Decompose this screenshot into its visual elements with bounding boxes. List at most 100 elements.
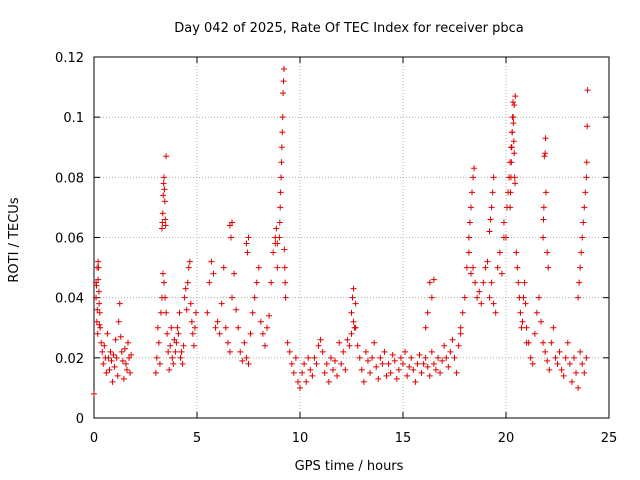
data-point [348,330,355,337]
data-point [465,249,472,256]
data-point [562,354,569,361]
data-point [430,360,437,367]
data-point [383,372,390,379]
data-point [282,294,289,301]
data-point [278,144,285,151]
x-tick-label: 0 [90,431,98,446]
data-point [445,363,452,370]
data-point [315,342,322,349]
data-point [191,324,198,331]
data-point [467,270,474,277]
data-point [294,378,301,385]
data-point [303,378,310,385]
data-point [439,357,446,364]
data-point [226,348,233,355]
data-point [243,240,250,247]
data-point [126,354,133,361]
data-point [243,354,250,361]
data-point [342,366,349,373]
data-point [391,357,398,364]
data-point [97,324,104,331]
data-point [192,309,199,316]
data-point [461,294,468,301]
data-point [351,324,358,331]
data-point [245,234,252,241]
data-point [299,369,306,376]
data-point [281,246,288,253]
data-point [406,363,413,370]
data-point [241,339,248,346]
data-point [515,279,522,286]
data-point [98,339,105,346]
data-point [161,198,168,205]
data-point [579,360,586,367]
data-point [381,348,388,355]
data-point [188,318,195,325]
data-point [105,354,112,361]
data-point [229,219,236,226]
data-point [182,285,189,292]
axis-ticks: 0 5 10 15 20 25 0 0.02 0.04 0.06 0.08 0.1 0.12 [55,51,617,446]
data-point [550,324,557,331]
data-point [350,285,357,292]
data-point [313,360,320,367]
data-point [244,249,251,256]
data-point [428,348,435,355]
data-point [96,300,103,307]
data-point [540,234,547,241]
data-point [535,294,542,301]
data-point [159,210,166,217]
data-point [113,354,120,361]
y-tick-label: 0.06 [55,232,84,247]
data-point [167,342,174,349]
data-point [210,270,217,277]
x-tick-label: 20 [498,431,515,446]
data-point [542,189,549,196]
data-point [99,348,106,355]
data-point [309,372,316,379]
data-point [170,360,177,367]
data-point [397,354,404,361]
data-point [508,159,515,166]
data-point [224,339,231,346]
data-point [101,342,108,349]
data-point [106,366,113,373]
data-point [395,366,402,373]
data-point [558,366,565,373]
data-point [424,363,431,370]
data-point [190,342,197,349]
data-point [498,270,505,277]
data-point [166,366,173,373]
y-tick-label: 0.1 [63,111,84,126]
data-point [220,264,227,271]
data-point [566,360,573,367]
data-point [183,306,190,313]
data-point [548,339,555,346]
data-point [443,354,450,361]
data-point [527,354,534,361]
data-point [521,279,528,286]
data-point [430,276,437,283]
data-point [570,354,577,361]
data-point [227,234,234,241]
data-point [173,339,180,346]
data-point [276,219,283,226]
data-point [584,87,591,94]
data-point [157,309,164,316]
data-point [416,351,423,358]
data-point [280,66,287,73]
data-point [321,369,328,376]
data-point [418,369,425,376]
y-axis-label: ROTI / TECUs [7,197,22,282]
data-point [466,219,473,226]
data-point [307,366,314,373]
data-point [509,114,516,121]
data-point [152,369,159,376]
data-point [408,354,415,361]
data-point [482,264,489,271]
data-point [266,312,273,319]
data-point [245,360,252,367]
data-point [542,348,549,355]
data-point [523,324,530,331]
